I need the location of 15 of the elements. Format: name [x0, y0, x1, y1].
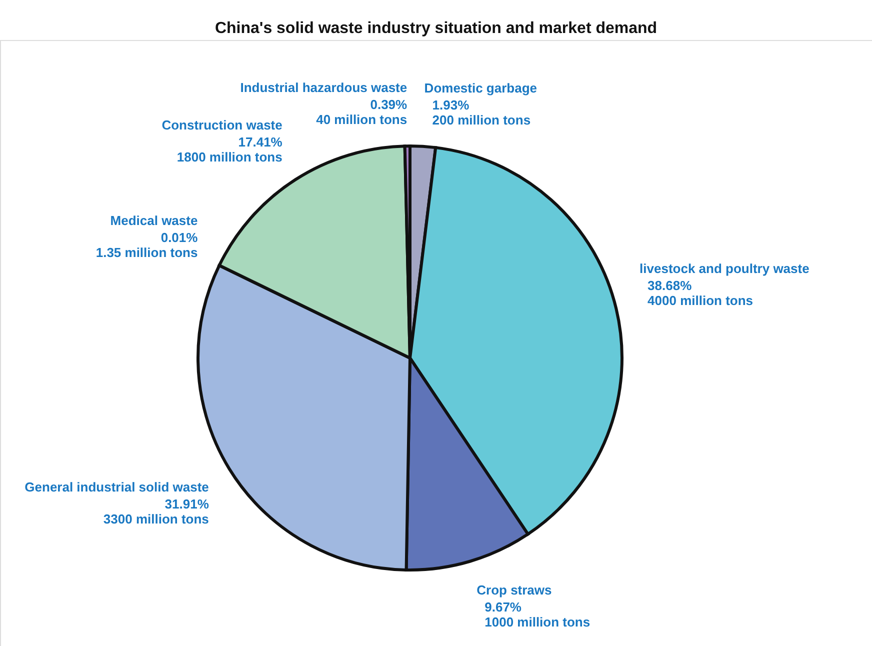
data-label: 9.67% 1000 million tons: [484, 599, 590, 630]
chart-title: China's solid waste industry situation and market demand: [214, 20, 658, 37]
data-label: 0.01% 1.35 million tons: [96, 230, 198, 260]
data-label: 0.39% 40 million tons: [316, 97, 408, 128]
data-label: 17.41% 1800 million tons: [176, 134, 283, 164]
slice-label: livestock and poultry waste: [640, 261, 810, 276]
slice-label: Domestic garbage: [424, 80, 538, 96]
data-label: 31.91% 3300 million tons: [103, 496, 210, 526]
slice-label: General industrial solid waste: [24, 480, 209, 494]
slice-label: Industrial hazardous waste: [240, 80, 408, 96]
data-label: 1.93% 200 million tons: [432, 97, 531, 128]
slice-label: Crop straws: [476, 582, 552, 598]
slice-label: Construction waste: [162, 117, 282, 132]
slice-label: Medical waste: [110, 212, 198, 228]
data-label: 38.68% 4000 million tons: [648, 278, 754, 308]
